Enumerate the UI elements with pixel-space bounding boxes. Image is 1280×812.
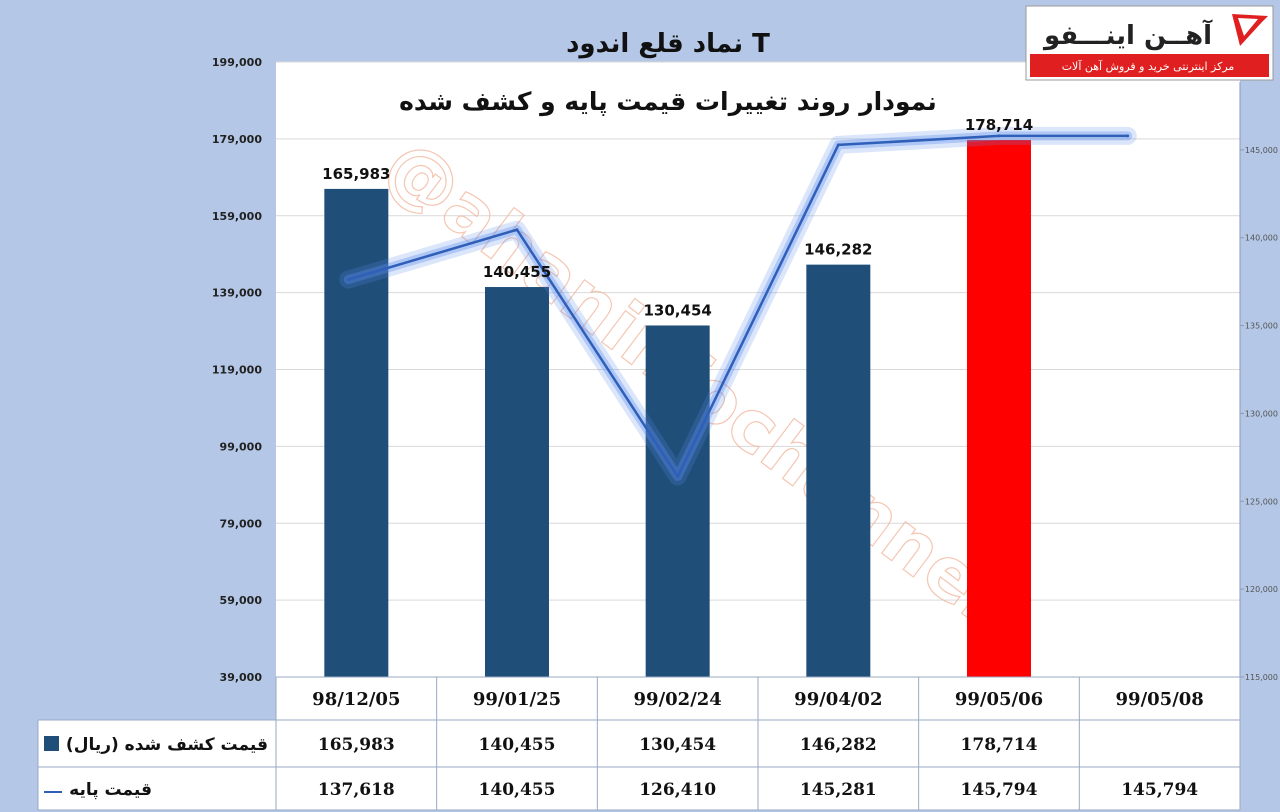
legend-bar-label: قیمت کشف شده (ریال) [66, 735, 268, 755]
chart-title: نماد قلع اندود T [566, 29, 770, 59]
y-left-tick-label: 39,000 [220, 671, 263, 684]
table-cell: 145,794 [961, 780, 1038, 800]
line-point [997, 134, 1001, 138]
logo-banner [1030, 54, 1269, 77]
bar-series [324, 139, 1031, 678]
bar [485, 287, 549, 677]
x-category-label: 99/01/25 [473, 689, 561, 710]
y-right-tick-label: 145,000 [1245, 146, 1278, 155]
table-cell: 146,282 [800, 735, 877, 755]
y-right-tick-label: 130,000 [1245, 409, 1278, 418]
line-point [1126, 134, 1130, 138]
logo-name: آهــن اینـــفو [1042, 19, 1213, 51]
y-right-tick-label: 135,000 [1245, 322, 1278, 331]
y-right-tick-label: 125,000 [1245, 497, 1278, 506]
logo: آهــن اینـــفو مرکز اینترنتی خرید و فروش… [1025, 5, 1274, 81]
bar-value-labels: 165,983 140,455 130,454 146,282 178,714 [322, 116, 1033, 319]
bar [967, 139, 1031, 678]
table-cell: 126,410 [639, 780, 716, 800]
bar [806, 264, 871, 677]
logo-tagline: مرکز اینترنتی خرید و فروش آهن آلات [1062, 59, 1235, 73]
data-table: 98/12/05 99/01/25 99/02/24 99/04/02 99/05/06… [37, 676, 1241, 811]
bar-value-label: 165,983 [322, 165, 390, 183]
y-left-tick-label: 199,000 [212, 56, 262, 69]
line-series [346, 134, 1130, 479]
bar-value-label: 146,282 [804, 241, 872, 259]
y-left-tick-label: 159,000 [212, 210, 262, 223]
table-cell: 165,983 [318, 735, 395, 755]
y-right-tick-label: 140,000 [1245, 234, 1278, 243]
legend-line-label: قیمت پایه [69, 780, 152, 800]
line-point [836, 143, 840, 147]
legend-bar-key [44, 736, 59, 751]
table-body-bg [38, 720, 1240, 810]
x-category-label: 99/04/02 [794, 689, 882, 710]
table-cell: 130,454 [639, 735, 716, 755]
x-category-label: 98/12/05 [312, 689, 400, 710]
table-cell: 137,618 [318, 780, 395, 800]
y-left-tick-label: 139,000 [212, 287, 262, 300]
y-left-tick-label: 179,000 [212, 133, 262, 146]
table-cell: 145,281 [800, 780, 877, 800]
right-axis: 115,000 120,000 125,000 130,000 135,000 140,0… [1239, 82, 1278, 682]
x-category-label: 99/05/08 [1116, 689, 1204, 710]
bar [645, 325, 710, 677]
base-price-line [347, 134, 1128, 478]
y-right-tick-label: 120,000 [1245, 585, 1278, 594]
x-category-label: 99/02/24 [634, 689, 722, 710]
bar-value-label: 130,454 [644, 301, 712, 319]
y-left-tick-label: 79,000 [220, 517, 263, 530]
logo-mark-inner-icon [1238, 18, 1258, 36]
x-category-label: 99/05/06 [955, 689, 1043, 710]
line-point [515, 228, 519, 232]
line-point [676, 475, 680, 479]
line-point [346, 278, 350, 282]
y-right-tick-label: 115,000 [1245, 673, 1278, 682]
chart-subtitle: نمودار روند تغییرات قیمت پایه و کشف شده [399, 87, 937, 117]
table-cell: 178,714 [961, 735, 1038, 755]
bar-value-label: 140,455 [483, 263, 551, 281]
y-left-tick-label: 59,000 [220, 594, 263, 607]
table-cell: 145,794 [1121, 780, 1198, 800]
table-cell: 140,455 [479, 735, 556, 755]
table-cell: 140,455 [479, 780, 556, 800]
y-left-tick-label: 119,000 [212, 364, 262, 377]
y-left-tick-label: 99,000 [220, 440, 263, 453]
bar-value-label: 178,714 [965, 116, 1033, 134]
left-axis: 39,000 59,000 79,000 99,000 119,000 139,000 15… [212, 56, 262, 684]
